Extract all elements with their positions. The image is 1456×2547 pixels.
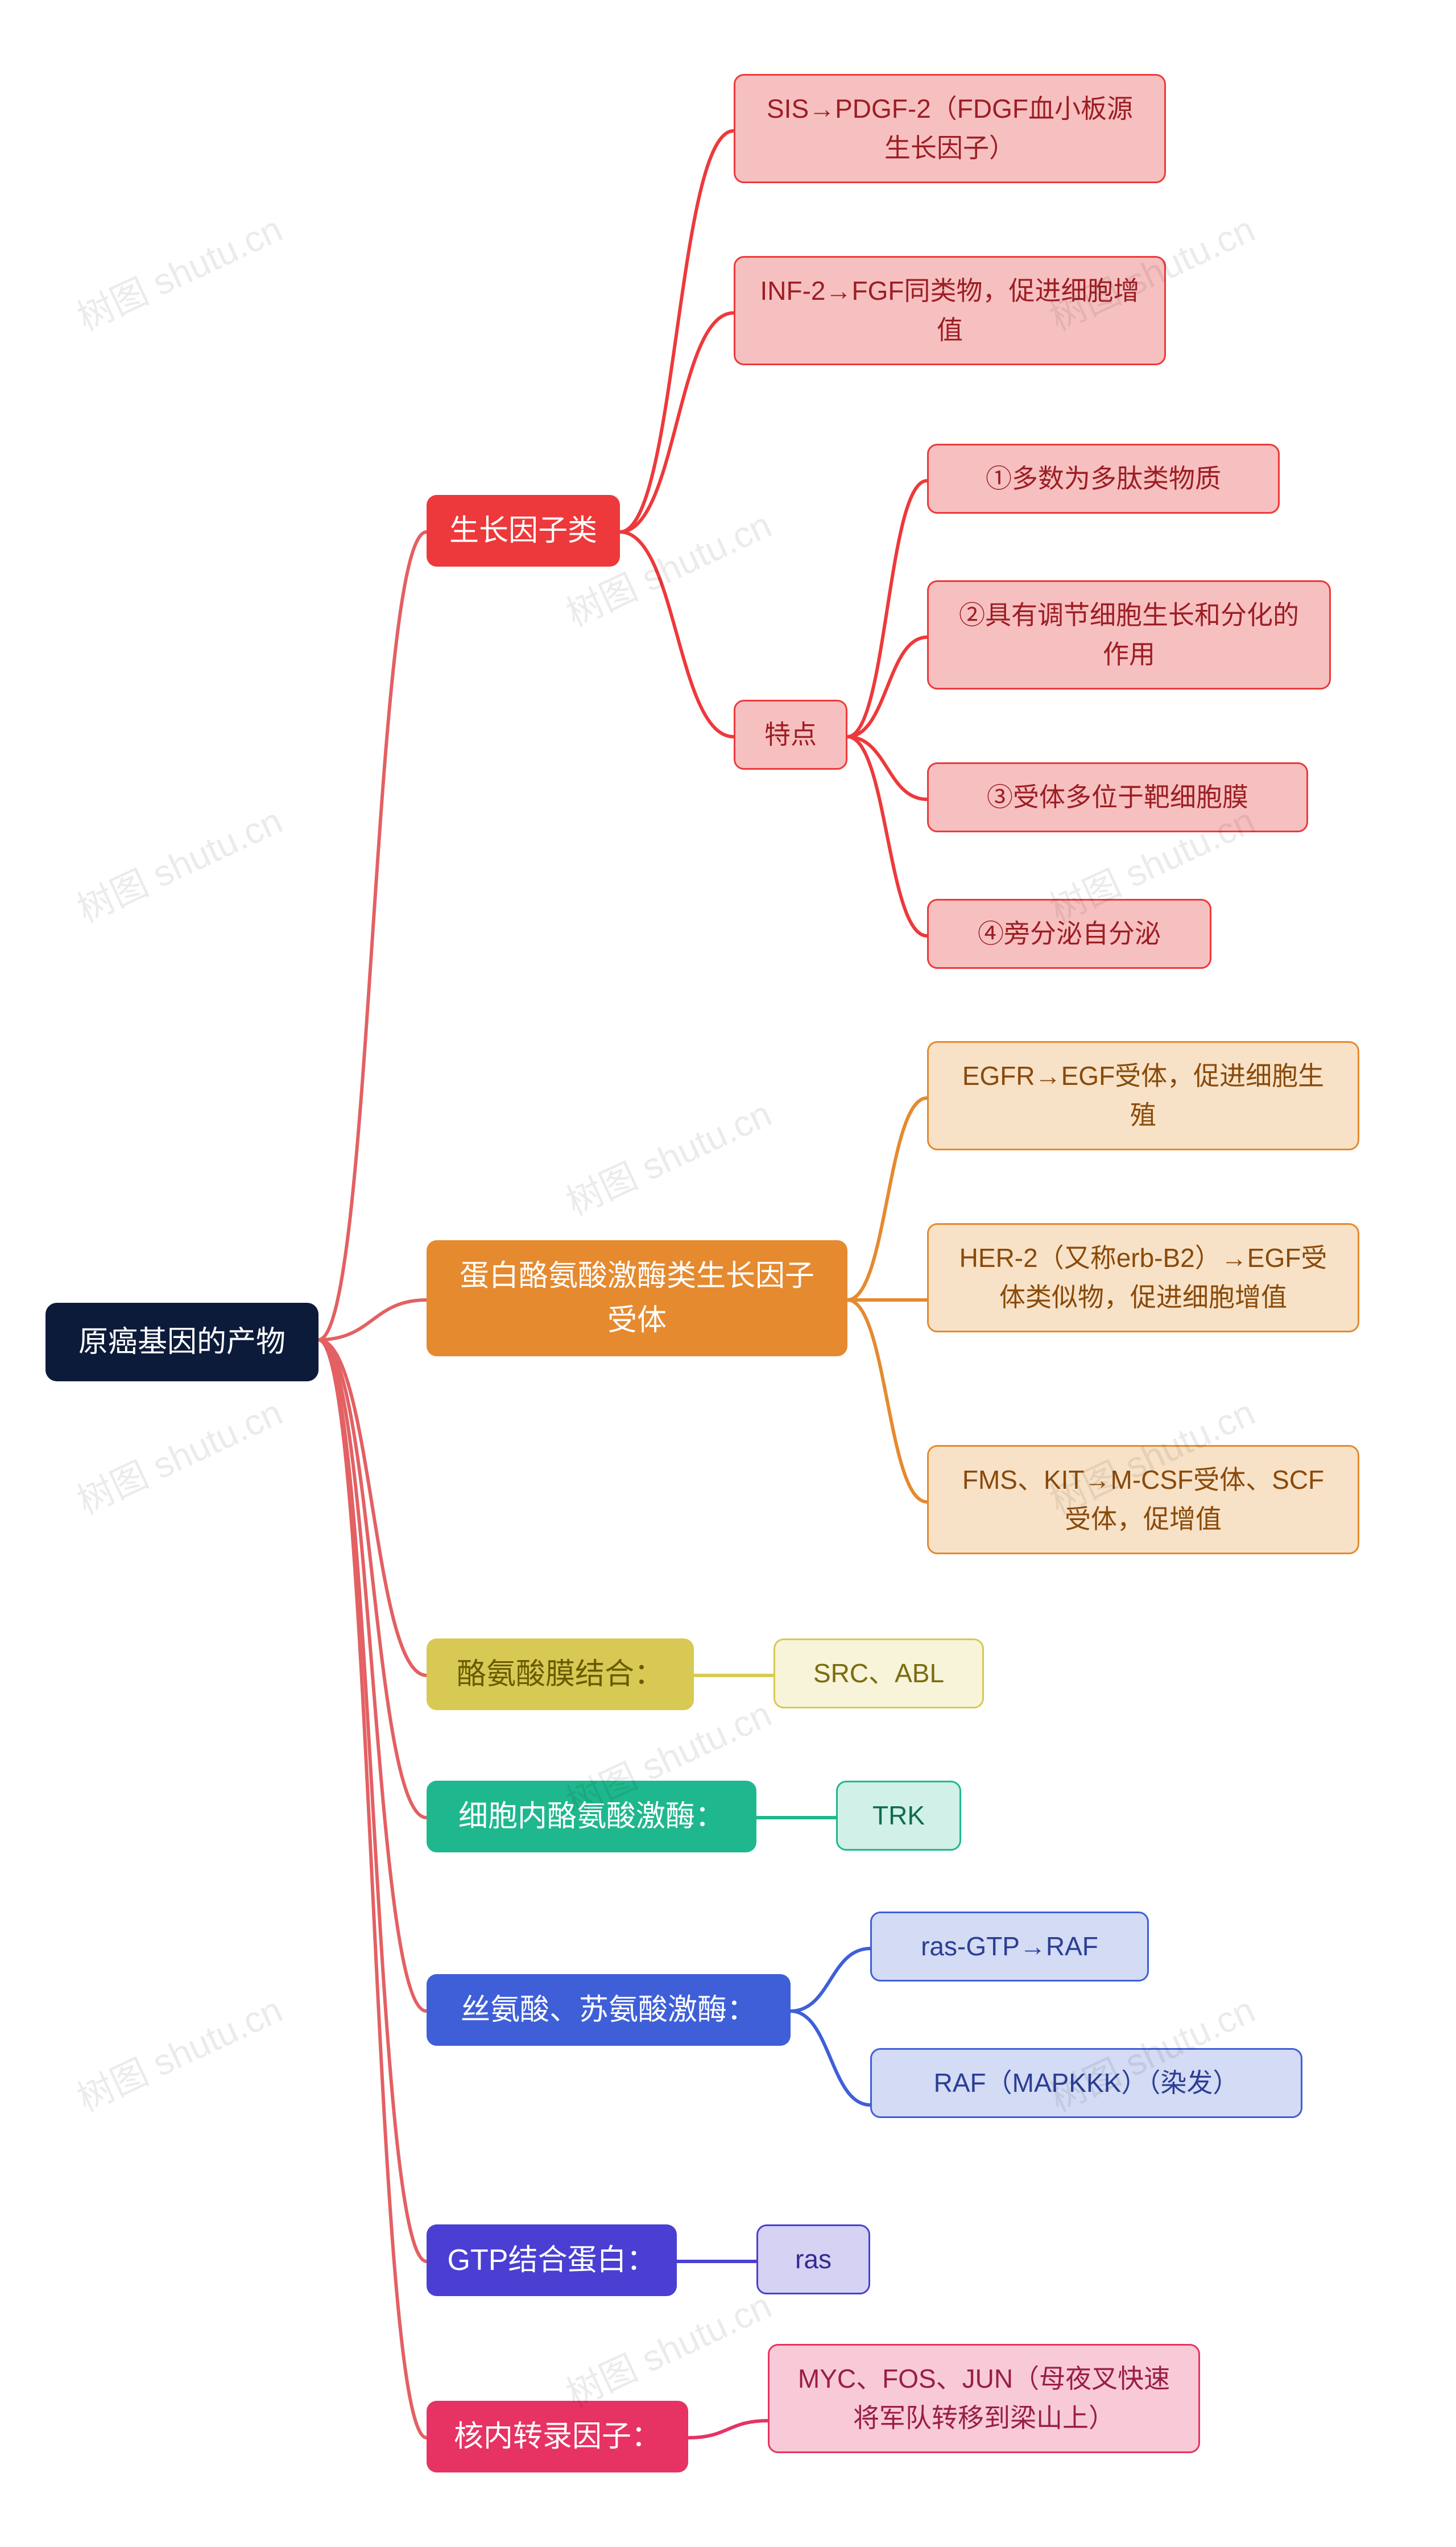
node-label: ④旁分泌自分泌 [978,914,1161,953]
root-label: 原癌基因的产物 [78,1320,286,1364]
leaf-feature-1: ①多数为多肽类物质 [927,444,1280,514]
leaf-myc-fos-jun: MYC、FOS、JUN（母夜叉快速将军队转移到梁山上） [768,2344,1200,2453]
node-label: ras-GTP→RAF [921,1927,1098,1966]
leaf-sis-pdgf2: SIS→PDGF-2（FDGF血小板源生长因子） [734,74,1166,183]
branch-nuclear-transcription: 核内转录因子： [427,2401,688,2472]
node-label: MYC、FOS、JUN（母夜叉快速将军队转移到梁山上） [790,2359,1178,2438]
leaf-trk: TRK [836,1781,961,1851]
node-label: 蛋白酪氨酸激酶类生长因子受体 [447,1254,827,1343]
node-label: 特点 [764,715,817,754]
node-label: HER-2（又称erb-B2）→EGF受体类似物，促进细胞增值 [949,1239,1337,1317]
node-label: SRC、ABL [813,1654,944,1693]
watermark-text: 树图 shutu.cn [557,2277,779,2417]
watermark-text: 树图 shutu.cn [68,200,289,341]
branch-serine-threonine: 丝氨酸、苏氨酸激酶： [427,1974,791,2046]
leaf-feature-3: ③受体多位于靶细胞膜 [927,762,1308,832]
node-label: EGFR→EGF受体，促进细胞生殖 [949,1056,1337,1135]
leaf-raf-mapkkk: RAF（MAPKKK）（染发） [870,2048,1302,2118]
leaf-inf2-fgf: INF-2→FGF同类物，促进细胞增值 [734,256,1166,365]
leaf-egfr: EGFR→EGF受体，促进细胞生殖 [927,1041,1359,1150]
leaf-feature-4: ④旁分泌自分泌 [927,899,1211,969]
root-node: 原癌基因的产物 [46,1303,318,1381]
branch-tyrosine-membrane: 酪氨酸膜结合： [427,1638,694,1710]
node-label: 丝氨酸、苏氨酸激酶： [461,1988,756,2032]
leaf-ras-gtp-raf: ras-GTP→RAF [870,1912,1149,1982]
leaf-fms-kit: FMS、KIT→M-CSF受体、SCF受体，促增值 [927,1445,1359,1554]
node-label: SIS→PDGF-2（FDGF血小板源生长因子） [756,89,1144,168]
node-label: ①多数为多肽类物质 [986,459,1221,498]
node-label: ③受体多位于靶细胞膜 [987,778,1248,817]
leaf-her2: HER-2（又称erb-B2）→EGF受体类似物，促进细胞增值 [927,1223,1359,1332]
branch-gtp-binding: GTP结合蛋白： [427,2224,677,2296]
watermark-text: 树图 shutu.cn [68,1981,289,2121]
node-label: RAF（MAPKKK）（染发） [934,2063,1239,2103]
node-label: INF-2→FGF同类物，促进细胞增值 [756,271,1144,350]
watermark-text: 树图 shutu.cn [557,1085,779,1225]
node-label: 生长因子类 [449,509,597,553]
node-label: ras [795,2240,832,2279]
leaf-feature-2: ②具有调节细胞生长和分化的作用 [927,580,1331,690]
node-label: FMS、KIT→M-CSF受体、SCF受体，促增值 [949,1460,1337,1539]
branch-intracellular-tyrosine: 细胞内酪氨酸激酶： [427,1781,756,1852]
watermark-text: 树图 shutu.cn [68,792,289,932]
leaf-ras: ras [756,2224,870,2294]
node-label: TRK [872,1796,925,1835]
node-label: 细胞内酪氨酸激酶： [458,1794,725,1839]
leaf-src-abl: SRC、ABL [774,1638,984,1708]
branch-tyrosine-kinase-receptors: 蛋白酪氨酸激酶类生长因子受体 [427,1240,847,1356]
node-label: ②具有调节细胞生长和分化的作用 [949,596,1309,674]
branch-growth-factors: 生长因子类 [427,495,620,567]
node-label: 酪氨酸膜结合： [457,1652,664,1696]
subnode-features: 特点 [734,700,847,770]
node-label: GTP结合蛋白： [448,2238,656,2282]
node-label: 核内转录因子： [454,2414,661,2459]
watermark-text: 树图 shutu.cn [68,1384,289,1524]
